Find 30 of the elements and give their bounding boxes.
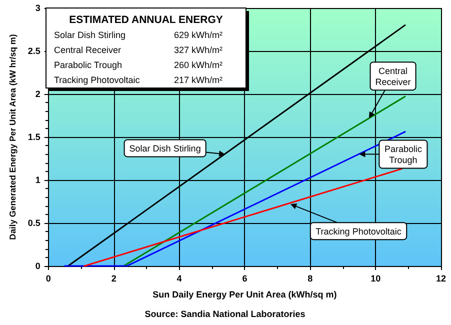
annotation: Solar Dish Stirling — [129, 144, 201, 154]
y-tick-label: 0.5 — [28, 218, 40, 228]
annotation: ESTIMATED ANNUAL ENERGY — [69, 14, 223, 26]
y-tick-label: 2.5 — [28, 46, 40, 56]
annotation: Central Receiver — [54, 45, 122, 55]
source-note: Source: Sandia National Laboratories — [144, 309, 306, 319]
annotation: 327 kWh/m² — [174, 45, 223, 55]
x-axis-title: Sun Daily Energy Per Unit Area (kWh/sq m) — [152, 290, 337, 300]
annotation: Tracking Photovoltaic — [54, 75, 140, 85]
annotation: Solar Dish Stirling — [54, 30, 126, 40]
annotation: 260 kWh/m² — [174, 60, 223, 70]
y-tick-label: 3 — [35, 3, 40, 13]
y-axis-title: Daily Generated Energy Per Unit Area (kW hr/sq m) — [8, 34, 18, 240]
x-tick-label: 2 — [111, 274, 116, 284]
annotation: 629 kWh/m² — [174, 30, 223, 40]
x-tick-label: 6 — [242, 274, 248, 284]
y-tick-label: 0 — [35, 261, 40, 271]
annotation: Parabolic Trough — [54, 60, 122, 70]
y-tick-label: 1.5 — [28, 132, 40, 142]
x-tick-label: 10 — [370, 274, 381, 284]
annotation: Parabolic Trough — [384, 144, 422, 166]
y-tick-label: 1 — [35, 175, 40, 185]
annotation: 217 kWh/m² — [174, 75, 223, 85]
x-tick-label: 0 — [46, 274, 51, 284]
x-tick-label: 12 — [436, 274, 446, 284]
annotation: Central Receiver — [375, 66, 411, 88]
x-tick-label: 4 — [176, 274, 182, 284]
x-tick-label: 8 — [308, 274, 313, 284]
annotation: Tracking Photovoltaic — [316, 226, 402, 237]
y-tick-label: 2 — [35, 89, 40, 99]
